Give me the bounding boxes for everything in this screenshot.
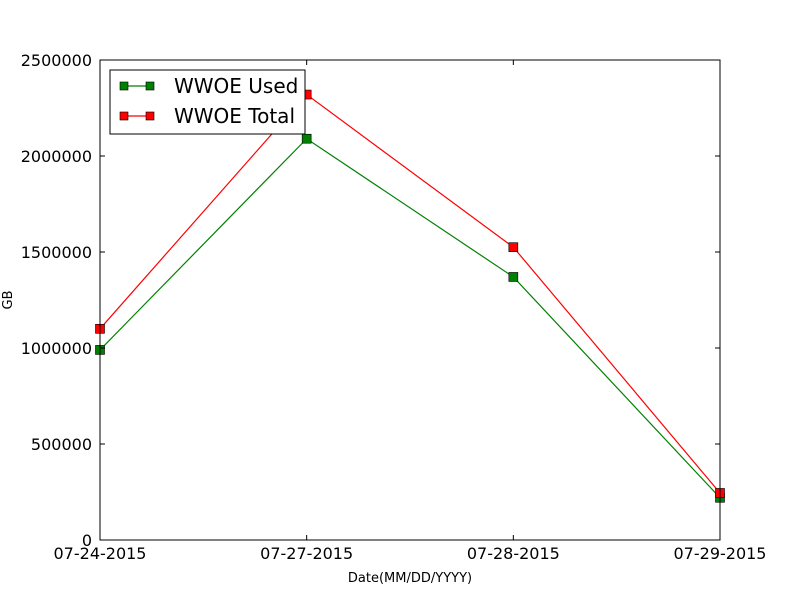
- y-tick-label: 1000000: [21, 339, 92, 358]
- legend: WWOE Used WWOE Total: [109, 69, 306, 135]
- y-tick-label: 2000000: [21, 147, 92, 166]
- y-tick-label: 0: [82, 531, 92, 550]
- x-tick-label: 07-24-2015: [54, 544, 147, 563]
- x-axis-label: Date(MM/DD/YYYY): [348, 571, 472, 586]
- series-line-1: [99, 93, 721, 494]
- y-tick-label: 500000: [31, 435, 92, 454]
- legend-marker: [145, 81, 155, 91]
- legend-label: WWOE Total: [174, 104, 295, 128]
- legend-marker: [119, 111, 129, 121]
- legend-label: WWOE Used: [174, 74, 298, 98]
- x-tick-label: 07-28-2015: [467, 544, 560, 563]
- y-tick-label: 2500000: [21, 51, 92, 70]
- y-axis-label: GB: [1, 291, 16, 310]
- y-tick-label: 1500000: [21, 243, 92, 262]
- data-point: [508, 242, 519, 252]
- series-layer: [95, 89, 725, 503]
- legend-marker: [119, 81, 129, 91]
- legend-box: [109, 69, 306, 135]
- ticks-layer: 0 500000 1000000 1500000 2000000 2500000 07-24…: [21, 51, 767, 563]
- x-tick-label: 07-29-2015: [674, 544, 767, 563]
- plot-frame: [99, 59, 721, 541]
- data-point: [508, 272, 519, 282]
- data-point: [301, 133, 312, 144]
- legend-marker: [145, 111, 155, 121]
- series-line-0: [99, 137, 721, 499]
- x-tick-label: 07-27-2015: [260, 544, 353, 563]
